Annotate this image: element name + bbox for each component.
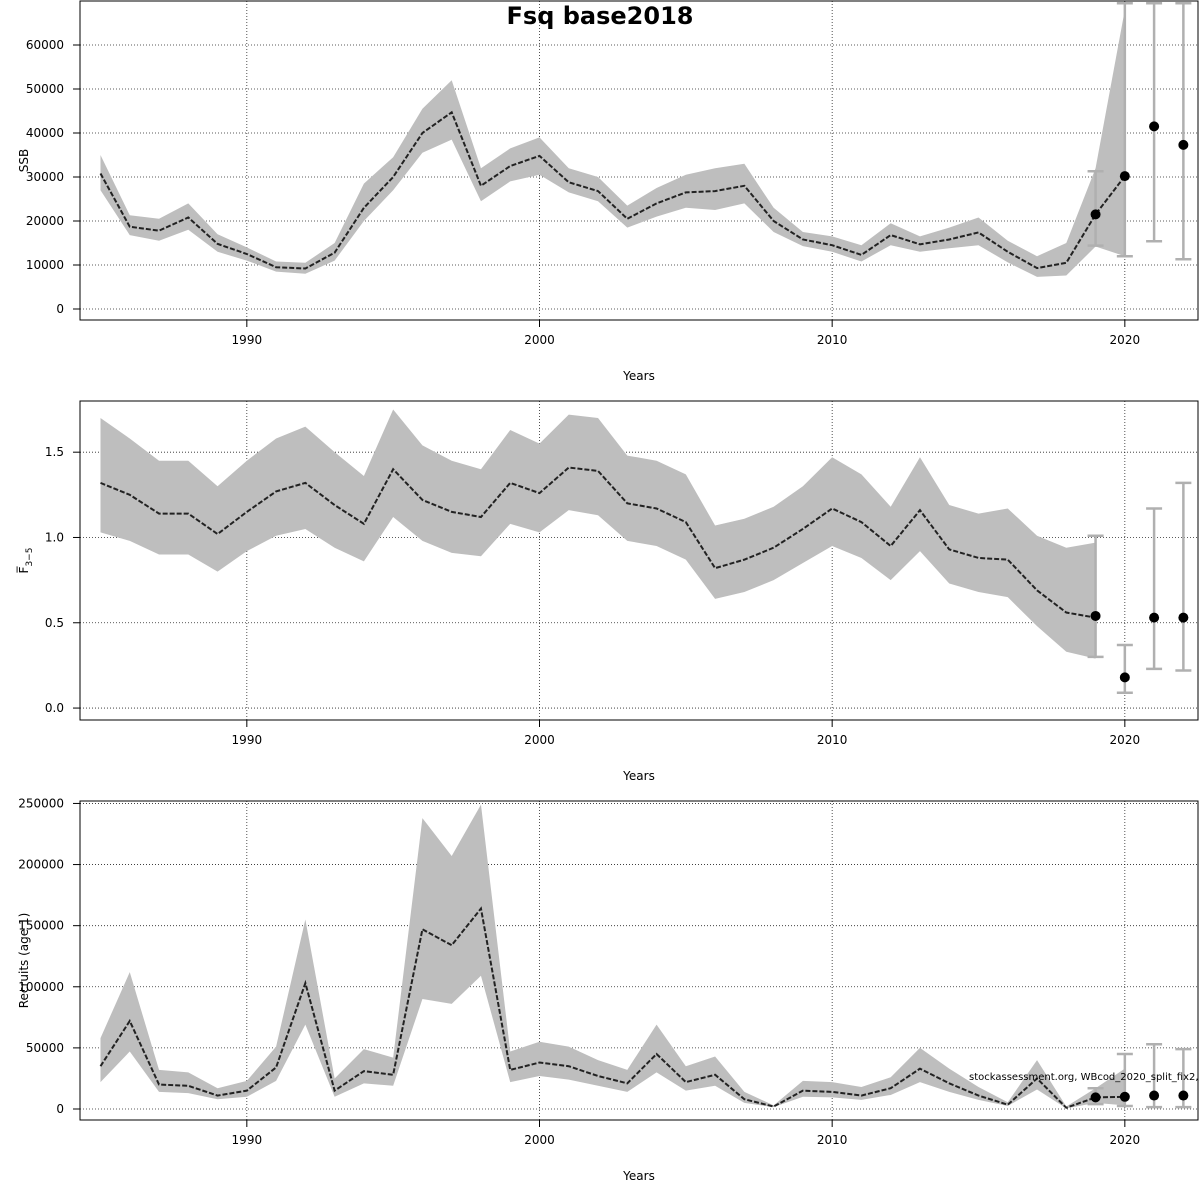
x-axis-title: Years <box>622 1169 655 1183</box>
y-tick-label: 30000 <box>26 170 64 184</box>
x-tick-label: 2000 <box>524 333 555 347</box>
x-tick-label: 2010 <box>817 1133 848 1147</box>
y-axis-title-subscript: 3−5 <box>25 548 35 567</box>
forecast-point <box>1119 672 1130 683</box>
estimate-line <box>100 466 1096 619</box>
y-axis-title: F̅3−5 <box>16 548 35 574</box>
y-tick-label: 50000 <box>26 82 64 96</box>
y-tick-label: 1.5 <box>45 445 64 459</box>
forecast-point <box>1090 610 1101 621</box>
panel-recruits: 1990 2000 2010 2020 0 50000 100000 150000 200000… <box>17 796 1199 1183</box>
y-tick-label: 0 <box>56 302 64 316</box>
x-axis-title: Years <box>622 769 655 783</box>
x-axis-title: Years <box>622 369 655 383</box>
forecast-point <box>1090 1092 1101 1103</box>
panel-fbar: 1990 2000 2010 2020 0.0 0.5 1.0 1.5 Years F̅3−5 <box>16 400 1199 783</box>
x-tick-label: 2000 <box>524 733 555 747</box>
y-tick-label: 100000 <box>18 980 64 994</box>
y-tick-label: 40000 <box>26 126 64 140</box>
forecast-point <box>1149 121 1160 132</box>
panel-ssb: 1990 2000 2010 2020 0 10000 20000 30000 40000 500… <box>17 0 1199 383</box>
x-tick-label: 1990 <box>232 733 263 747</box>
x-tick-label: 1990 <box>232 333 263 347</box>
forecast-point <box>1149 612 1160 623</box>
forecast-point <box>1149 1090 1160 1101</box>
forecast-point <box>1090 209 1101 220</box>
y-tick-label: 200000 <box>18 858 64 872</box>
confidence-band <box>100 804 1125 1109</box>
y-tick-label: 50000 <box>26 1041 64 1055</box>
y-tick-label: 0.5 <box>45 616 64 630</box>
forecast-point <box>1178 612 1189 623</box>
chart-title: Fsq base2018 <box>507 2 694 30</box>
x-tick-label: 2010 <box>817 333 848 347</box>
forecast-point <box>1119 171 1130 182</box>
credit-text: stockassessment.org, WBcod_2020_split_fi… <box>969 1072 1200 1083</box>
plot-frame <box>79 800 1199 1121</box>
y-tick-label: 10000 <box>26 258 64 272</box>
y-tick-label: 1.0 <box>45 530 64 544</box>
forecast-point <box>1178 1090 1189 1101</box>
x-tick-label: 2020 <box>1110 733 1141 747</box>
x-tick-label: 2020 <box>1110 1133 1141 1147</box>
y-tick-label: 150000 <box>18 919 64 933</box>
y-axis-title: Recruits (age 1) <box>17 913 31 1009</box>
y-tick-label: 60000 <box>26 38 64 52</box>
y-tick-label: 0 <box>56 1102 64 1116</box>
y-tick-label: 0.0 <box>45 701 64 715</box>
y-tick-label: 250000 <box>18 796 64 810</box>
confidence-band <box>100 409 1096 659</box>
x-tick-label: 2000 <box>524 1133 555 1147</box>
plot-frame <box>79 400 1199 721</box>
plot-frame <box>79 0 1199 321</box>
x-tick-label: 2020 <box>1110 333 1141 347</box>
forecast-point <box>1119 1091 1130 1102</box>
forecast-point <box>1178 139 1189 150</box>
x-tick-label: 1990 <box>232 1133 263 1147</box>
confidence-band <box>100 9 1125 277</box>
estimate-line <box>99 110 1126 270</box>
y-tick-label: 20000 <box>26 214 64 228</box>
x-tick-label: 2010 <box>817 733 848 747</box>
y-axis-title: SSB <box>17 149 31 172</box>
